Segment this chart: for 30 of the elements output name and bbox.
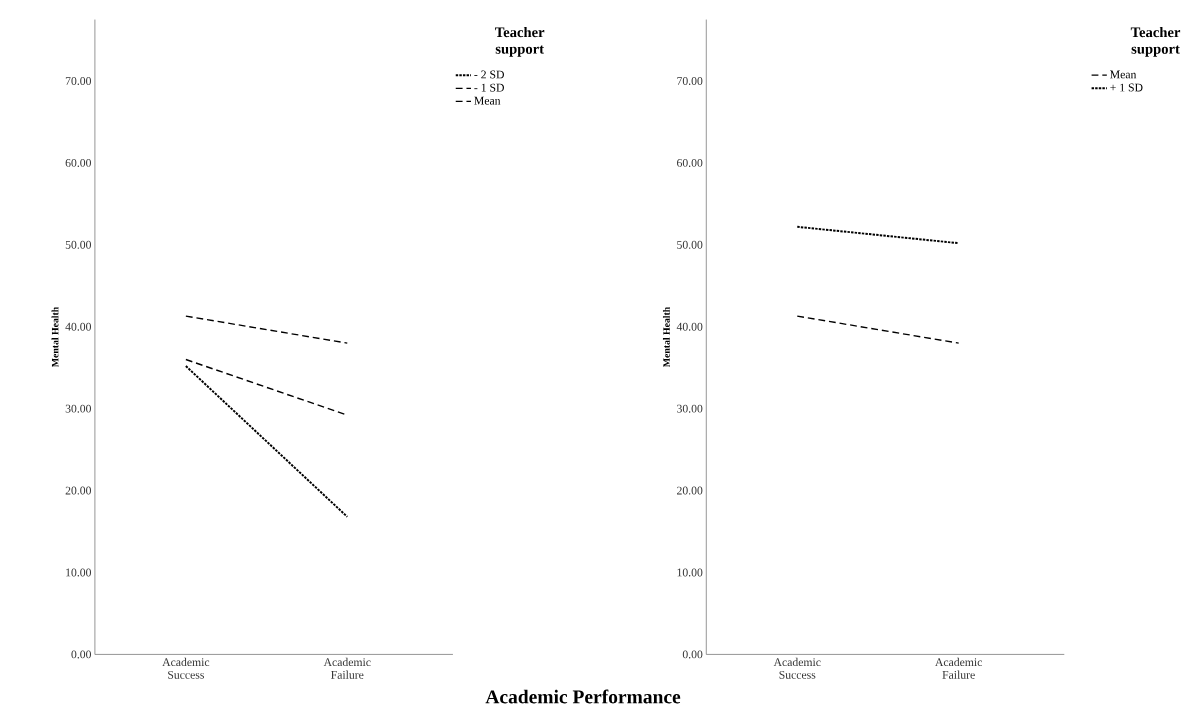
y-tick-label: 30.00 xyxy=(677,404,703,413)
y-tick-label: 20.00 xyxy=(677,486,703,495)
y-axis-title: Mental Health xyxy=(51,306,59,367)
x-tick-label: Academic Failure xyxy=(935,657,983,679)
x-tick-label: Academic Success xyxy=(773,657,821,679)
y-tick-label: 10.00 xyxy=(66,568,91,577)
legend-title: Teacher support xyxy=(1130,26,1181,57)
y-tick-label: 20.00 xyxy=(65,486,91,495)
y-tick-label: 0.00 xyxy=(682,650,703,659)
y-tick-label: 10.00 xyxy=(677,568,703,577)
y-tick-label: 70.00 xyxy=(677,76,703,85)
y-tick-label: 70.00 xyxy=(65,76,91,85)
y-tick-label: 40.00 xyxy=(65,322,91,331)
y-axis-title: Mental Health xyxy=(662,306,670,367)
x-tick-label: Academic Success xyxy=(162,657,210,679)
legend-label: - 1 SD xyxy=(474,83,504,92)
y-tick-label: 0.00 xyxy=(71,650,91,659)
x-tick-label: Academic Failure xyxy=(323,657,371,679)
y-tick-label: 50.00 xyxy=(65,240,91,249)
y-tick-label: 30.00 xyxy=(65,404,91,413)
legend-label: Mean xyxy=(474,96,501,105)
legend-label: Mean xyxy=(1110,70,1137,79)
legend-label: - 2 SD xyxy=(474,70,504,79)
x-axis-title: Academic Performance xyxy=(485,689,681,704)
legend-title: Teacher support xyxy=(495,26,545,57)
y-tick-label: 50.00 xyxy=(677,240,703,249)
y-tick-label: 40.00 xyxy=(676,322,703,331)
y-tick-label: 60.00 xyxy=(677,158,703,167)
legend-label: + 1 SD xyxy=(1110,83,1143,92)
y-tick-label: 60.00 xyxy=(65,158,91,167)
